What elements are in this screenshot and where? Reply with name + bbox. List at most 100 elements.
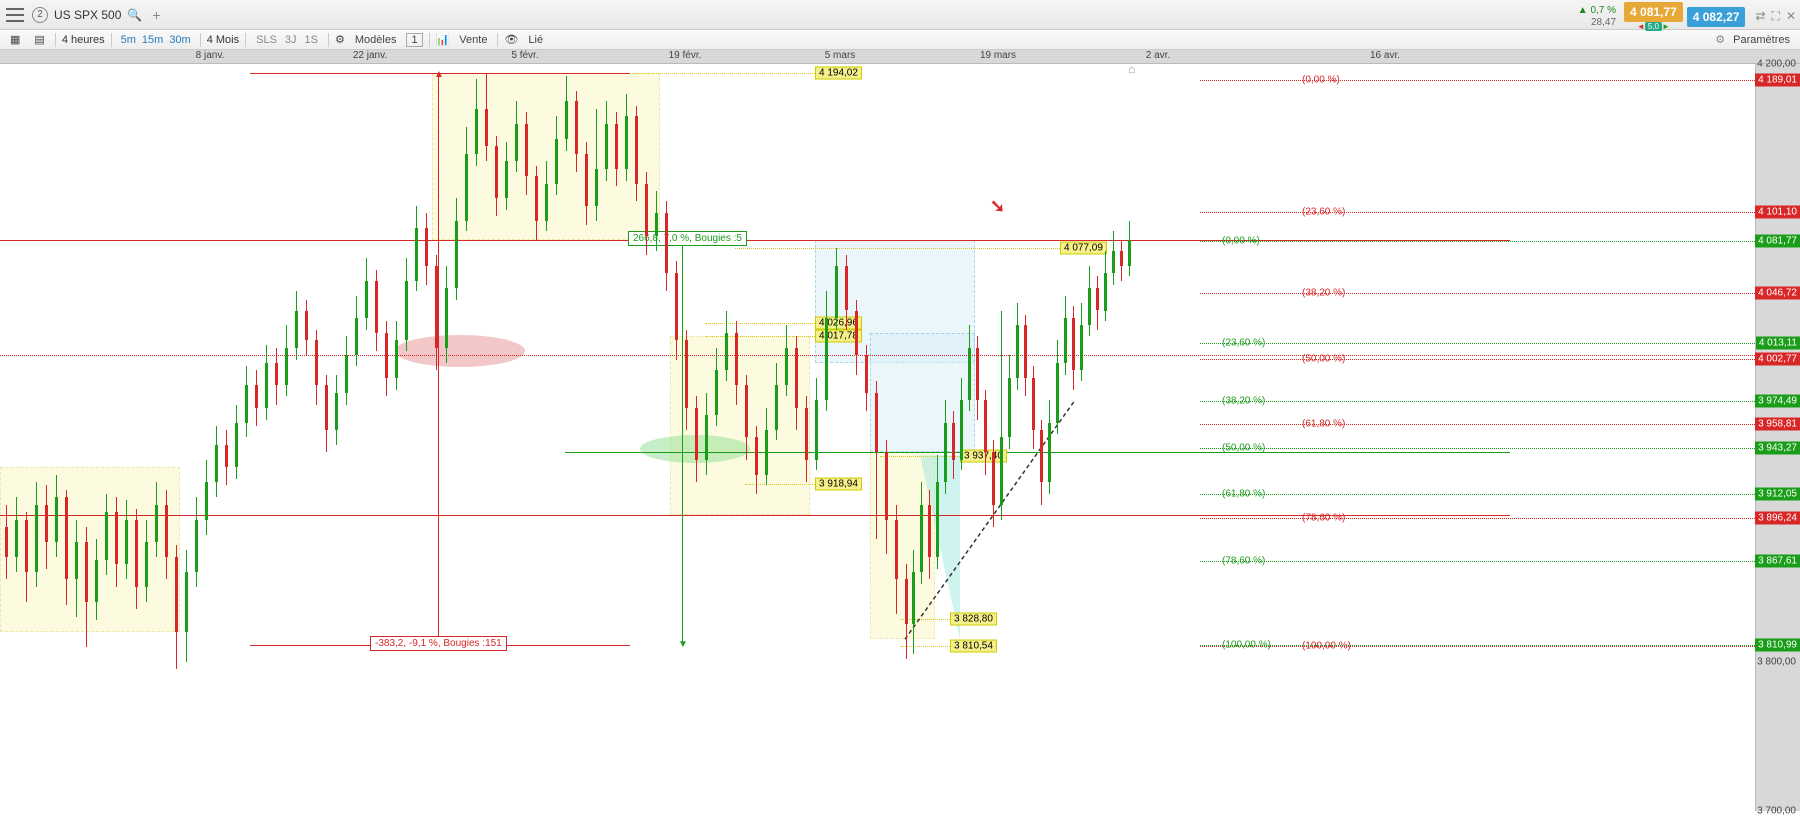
zone-rect [870,452,935,639]
vente-icon[interactable]: 📊 [436,33,450,46]
candle [275,348,278,405]
search-icon[interactable]: 🔍 [127,8,142,22]
timeframe-15m[interactable]: 15m [139,34,166,46]
vente-button[interactable]: Vente [455,34,491,46]
preset-1S[interactable]: 1S [301,34,322,46]
candle [984,390,987,475]
settings-button[interactable]: Paramètres [1729,34,1794,46]
y-tick: 3 700,00 [1757,806,1796,817]
tab-number[interactable]: 2 [32,7,48,23]
price-axis-box: 4 013,11 [1756,337,1800,350]
fib-label: (50,00 %) [1220,442,1267,453]
candle [595,109,598,221]
fib-level [1200,359,1755,360]
candle [685,330,688,430]
fib-level [1200,212,1755,213]
symbol-name[interactable]: US SPX 500 [54,8,121,22]
price-axis-box: 3 943,27 [1755,441,1800,454]
candle [1024,315,1027,396]
zone-rect [670,336,810,515]
timeframe-select[interactable]: 4 heures [62,34,105,46]
fib-label: (61,80 %) [1220,489,1267,500]
preset-3J[interactable]: 3J [281,34,301,46]
fib-level [1200,241,1755,242]
fib-level [1200,561,1755,562]
candle [315,330,318,405]
candle [1096,276,1099,330]
candle [265,345,268,420]
preset-SLS[interactable]: SLS [252,34,281,46]
close-icon[interactable]: ✕ [1786,9,1796,24]
candle [15,497,18,572]
time-tick: 5 févr. [511,50,538,61]
candle [775,363,778,441]
candle [952,411,955,480]
candle [135,509,138,609]
candle [215,426,218,498]
price-axis-box: 4 046,72 [1755,287,1800,300]
candle [335,375,338,445]
link-icon[interactable]: 👁 [504,33,518,46]
range-select[interactable]: 4 Mois [207,34,239,46]
price-marker-line [630,73,815,74]
candle [365,258,368,330]
candle [445,266,448,363]
candle [555,116,558,195]
candle [635,106,638,202]
candle [936,455,939,569]
ellipse-zone [395,335,525,367]
candle [835,248,838,330]
timeframe-5m[interactable]: 5m [118,34,139,46]
maximize-icon[interactable]: ⛶ [1772,9,1780,24]
chart-area[interactable]: (0,00 %)(23,60 %)(38,20 %)(50,00 %)(61,8… [0,64,1800,811]
candle [355,296,358,366]
candle [285,325,288,395]
candle [976,336,979,420]
titlebar: 2 US SPX 500 🔍 + ▲ 0,7 % 28,47 4 081,77 … [0,0,1800,30]
lie-button[interactable]: Lié [524,34,547,46]
price-marker-label: 3 810,54 [950,639,997,652]
candle [1056,340,1059,434]
time-tick: 8 janv. [196,50,225,61]
fib-label: (61,80 %) [1300,419,1347,430]
candle [485,73,488,161]
candle [35,482,38,587]
price-axis-box: 3 810,99 [1755,639,1800,652]
models-button[interactable]: Modèles [351,34,401,46]
candle [855,300,858,375]
candle [795,336,798,430]
price-axis-box: 3 867,61 [1755,554,1800,567]
candle [655,191,658,251]
time-tick: 19 févr. [669,50,702,61]
link-icon[interactable]: ⇄ [1755,9,1765,24]
add-tab-button[interactable]: + [152,7,160,23]
candle [425,213,428,285]
window-controls[interactable]: ⇄ ⛶ ✕ [1755,9,1796,24]
candle [625,94,628,181]
layout-icon[interactable]: ▦ [6,33,24,46]
candle [705,393,708,475]
menu-icon[interactable] [6,8,24,22]
fib-level [1200,343,1755,344]
fib-level [1200,518,1755,519]
fib-level [1200,401,1755,402]
candle [345,336,348,405]
candle [515,101,518,171]
settings-icon[interactable]: ⚙ [335,33,345,46]
price-axis: 4 200,003 800,003 700,004 189,014 101,10… [1755,64,1800,811]
fib-label: (50,00 %) [1300,353,1347,364]
candle [475,79,478,166]
candle [675,261,678,360]
timeframe-30m[interactable]: 30m [166,34,193,46]
bid-box[interactable]: 4 081,77 ◄5,0► [1624,2,1683,31]
candle [175,545,178,669]
candle [695,396,698,483]
fib-label: (38,20 %) [1220,395,1267,406]
candle [1064,296,1067,375]
grid-icon[interactable]: ▤ [30,33,48,46]
gear-icon[interactable]: ⚙ [1715,33,1725,46]
candle [395,321,398,390]
candle [615,112,618,187]
ask-box[interactable]: 4 082,27 [1687,7,1746,27]
price-marker-line [705,336,815,337]
